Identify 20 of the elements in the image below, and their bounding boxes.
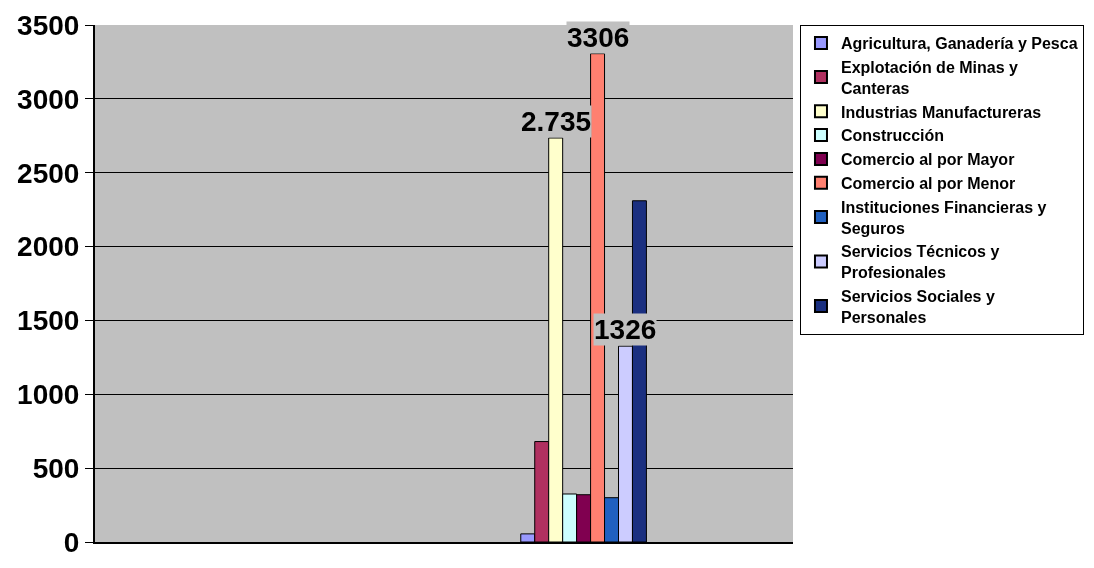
legend-label: Agricultura, Ganadería y Pesca [840, 35, 1078, 53]
data-label: 1326 [594, 314, 657, 345]
y-tick-label: 3500 [17, 9, 80, 41]
y-tick-label: 1500 [17, 305, 80, 337]
legend-label: Servicios Técnicos y Profesionales [840, 243, 1000, 282]
data-label: 2.735 [521, 106, 592, 137]
legend-label: Instituciones Financieras y Seguros [840, 198, 1047, 237]
legend-label: Explotación de Minas y Canteras [840, 58, 1019, 97]
y-tick-label: 2500 [17, 157, 80, 189]
legend-label: Servicios Sociales y Personales [840, 287, 995, 326]
data-label: 3306 [567, 22, 630, 53]
y-tick-label: 2000 [17, 231, 80, 263]
legend-label: Industrias Manufactureras [840, 103, 1042, 121]
y-tick-label: 3000 [17, 83, 80, 115]
y-tick-label: 500 [32, 452, 80, 484]
y-tick-label: 1000 [17, 379, 80, 411]
legend-label: Construcción [840, 127, 945, 145]
legend-label: Comercio al por Menor [840, 174, 1016, 192]
y-tick-label: 0 [63, 526, 80, 558]
legend-label: Comercio al por Mayor [840, 151, 1015, 169]
